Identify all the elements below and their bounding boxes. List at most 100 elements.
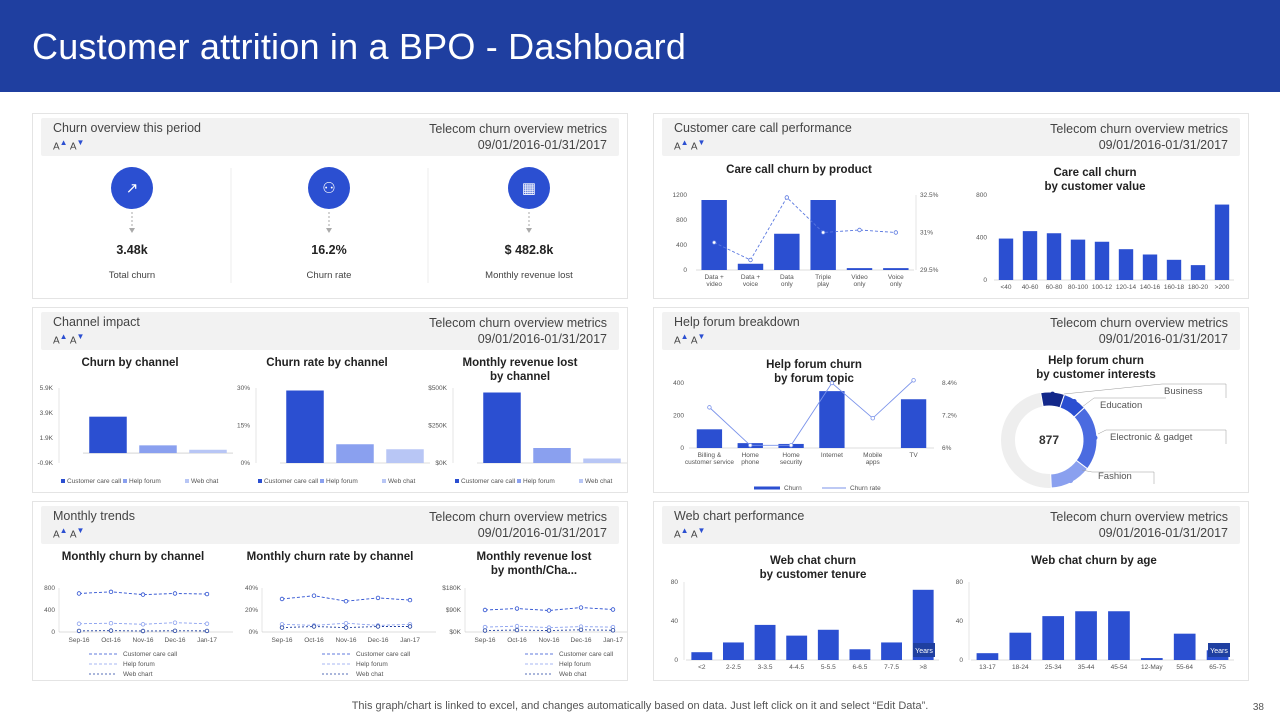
footer-note: This graph/chart is linked to excel, and… xyxy=(351,700,929,712)
x-tick-label: 13-17 xyxy=(979,664,996,671)
x-tick-label: Mobile xyxy=(863,452,883,459)
legend-swatch xyxy=(61,479,65,483)
data-point xyxy=(514,627,520,633)
chart-title: by channel xyxy=(490,371,550,383)
data-point xyxy=(172,620,178,625)
data-point xyxy=(108,589,114,595)
icon-glyph: ⚇ xyxy=(322,180,335,197)
data-point xyxy=(172,591,178,596)
dashboard-header: Customer attrition in a BPO - Dashboard xyxy=(0,0,1280,92)
data-point xyxy=(857,227,862,233)
date-range: 09/01/2016-01/31/2017 xyxy=(1098,332,1228,346)
bar xyxy=(89,416,127,454)
callout-line xyxy=(1063,383,1227,398)
legend-swatch xyxy=(382,479,386,483)
date-range: 09/01/2016-01/31/2017 xyxy=(477,526,607,540)
font-size-toggle[interactable]: A▲ A▼ xyxy=(53,526,85,541)
bar xyxy=(336,444,374,463)
font-size-toggle[interactable]: A▲ A▼ xyxy=(674,138,706,153)
slice-marker xyxy=(1092,435,1098,441)
panel-title: Monthly trends xyxy=(53,509,135,523)
data-point xyxy=(311,593,317,598)
chart-title: Web chat churn xyxy=(770,555,856,567)
y-tick-label: 1200 xyxy=(673,192,688,199)
x-tick-label: Sep-16 xyxy=(475,637,496,644)
data-point xyxy=(829,380,835,386)
x-tick-label: Internet xyxy=(821,452,843,459)
font-size-toggle[interactable]: A▲ A▼ xyxy=(53,138,85,153)
panel-monthly-trends: Monthly trends A▲ A▼ Telecom churn overv… xyxy=(32,501,628,681)
font-size-toggle[interactable]: A▲ A▼ xyxy=(674,332,706,347)
y-tick-label: $180K xyxy=(442,585,461,592)
x-tick-label: Data + xyxy=(704,274,724,281)
legend-swatch xyxy=(455,479,459,483)
legend-label: Customer care call xyxy=(356,651,411,658)
y-tick-label: 15% xyxy=(237,423,250,430)
slice-marker xyxy=(1068,478,1074,484)
bar xyxy=(1070,239,1086,280)
chart-title: by customer tenure xyxy=(760,569,867,581)
bar xyxy=(1214,204,1230,280)
slice-marker xyxy=(1071,399,1077,405)
chart-title: by month/Cha... xyxy=(491,565,577,577)
x-tick-label: <40 xyxy=(1000,284,1011,291)
churn-rate-line xyxy=(709,379,914,446)
metrics-label: Telecom churn overview metrics xyxy=(1050,316,1228,330)
bar xyxy=(817,629,839,660)
metrics-label: Telecom churn overview metrics xyxy=(1050,122,1228,136)
x-tick-label: 12-May xyxy=(1141,664,1163,671)
data-point xyxy=(610,607,616,612)
data-point xyxy=(514,623,520,629)
chart-title: Care call churn xyxy=(1053,167,1136,179)
panel-care-call: Customer care call performance A▲ A▼ Tel… xyxy=(653,113,1249,299)
x-tick-label: play xyxy=(817,281,830,288)
bar xyxy=(696,429,723,448)
panel-title: Channel impact xyxy=(53,315,140,329)
chart-title: by forum topic xyxy=(774,373,854,385)
donut-slice xyxy=(1050,459,1089,489)
data-point xyxy=(76,628,82,634)
y-tick-label: -0.9K xyxy=(37,460,53,467)
x-tick-label: 5-5.5 xyxy=(821,664,836,671)
legend-swatch xyxy=(320,479,324,483)
icon-glyph: ▦ xyxy=(522,180,536,197)
date-range: 09/01/2016-01/31/2017 xyxy=(477,138,607,152)
panel-churn-overview: Churn overview this period A▲ A▼ Telecom… xyxy=(32,113,628,299)
y-tick-label: 30% xyxy=(237,385,250,392)
y-tick-label: $0K xyxy=(449,629,461,636)
y-tick-label: 0 xyxy=(683,267,687,274)
y-tick-label: 5.9K xyxy=(40,385,54,392)
years-badge-label: Years xyxy=(915,648,933,655)
chart-title: Monthly revenue lost xyxy=(462,357,577,369)
data-point xyxy=(108,620,114,626)
y-tick-label: 400 xyxy=(976,235,987,242)
arrow-down-icon xyxy=(326,228,332,233)
panel-title: Web chart performance xyxy=(674,509,805,523)
page-title: Customer attrition in a BPO - Dashboard xyxy=(32,26,687,67)
legend-label: Customer care call xyxy=(67,478,122,485)
legend-label: Help forum xyxy=(123,661,155,668)
chart-title: Churn by channel xyxy=(81,357,178,369)
y-tick-label: $90K xyxy=(446,607,462,614)
bar xyxy=(849,649,871,660)
data-point xyxy=(870,416,875,421)
y-tick-label: 800 xyxy=(676,217,687,224)
x-tick-label: 120-14 xyxy=(1116,284,1137,291)
bar xyxy=(483,392,521,463)
font-size-toggle[interactable]: A▲ A▼ xyxy=(674,526,706,541)
x-tick-label: >8 xyxy=(919,664,927,671)
x-tick-label: Dec-16 xyxy=(571,637,592,644)
callout-line xyxy=(1081,397,1166,408)
x-tick-label: >200 xyxy=(1215,284,1230,291)
x-tick-label: Data xyxy=(780,274,794,281)
font-size-toggle[interactable]: A▲ A▼ xyxy=(53,332,85,347)
metrics-label: Telecom churn overview metrics xyxy=(429,316,607,330)
x-tick-label: Sep-16 xyxy=(69,637,90,644)
y-tick-label: 80 xyxy=(956,579,964,586)
panel-meta: Telecom churn overview metrics 09/01/2016… xyxy=(429,121,607,153)
panel-header: Channel impact A▲ A▼ Telecom churn overv… xyxy=(41,312,619,350)
data-point xyxy=(748,443,753,448)
x-tick-label: apps xyxy=(866,459,881,466)
data-point xyxy=(911,378,916,383)
bar xyxy=(810,200,836,270)
